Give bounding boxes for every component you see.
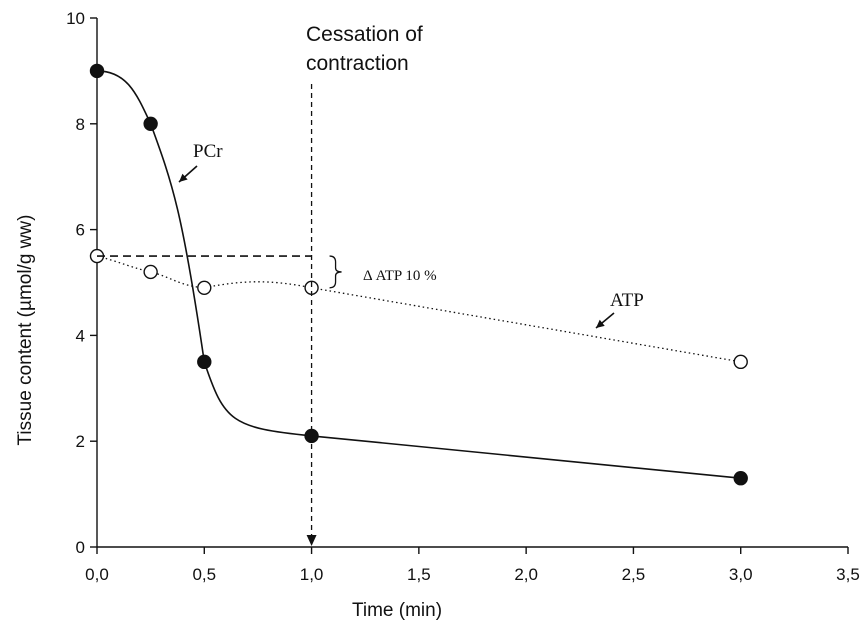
x-tick-label: 2,0 bbox=[514, 565, 538, 584]
x-tick-label: 1,5 bbox=[407, 565, 431, 584]
axes: 0 2 4 6 8 10 0,0 0,5 1,0 1,5 2,0 2,5 3,0 3,5 bbox=[66, 9, 860, 584]
annotation-layer: Cessation of contraction PCr ATP Δ ATP 1… bbox=[97, 23, 644, 546]
x-tick-label: 2,5 bbox=[622, 565, 646, 584]
x-tick-label: 0,0 bbox=[85, 565, 109, 584]
x-tick-label: 1,0 bbox=[300, 565, 324, 584]
pcr-label: PCr bbox=[193, 141, 223, 162]
series-line-1 bbox=[96, 255, 741, 363]
x-tick-label: 0,5 bbox=[192, 565, 216, 584]
series-1-point bbox=[733, 354, 748, 370]
y-tick-label: 4 bbox=[76, 326, 85, 345]
cessation-arrowhead bbox=[306, 535, 317, 546]
cessation-label-line2: contraction bbox=[306, 52, 409, 75]
y-ticks: 0 2 4 6 8 10 bbox=[66, 9, 97, 557]
series-layer bbox=[89, 63, 748, 486]
y-tick-label: 10 bbox=[66, 9, 85, 28]
series-0-point bbox=[733, 471, 748, 486]
y-tick-label: 0 bbox=[76, 538, 85, 557]
delta-atp-brace bbox=[329, 255, 342, 289]
x-tick-label: 3,0 bbox=[729, 565, 753, 584]
pcr-arrow-head bbox=[179, 173, 188, 182]
series-line-0 bbox=[96, 70, 741, 480]
y-tick-label: 2 bbox=[76, 432, 85, 451]
atp-label: ATP bbox=[610, 290, 644, 311]
series-1-point bbox=[143, 264, 158, 280]
delta-atp-label: Δ ATP 10 % bbox=[363, 268, 437, 284]
series-0-point bbox=[89, 63, 105, 79]
series-0-point bbox=[143, 116, 158, 132]
x-axis-title: Time (min) bbox=[352, 600, 442, 621]
y-tick-label: 6 bbox=[76, 221, 85, 240]
x-ticks: 0,0 0,5 1,0 1,5 2,0 2,5 3,0 3,5 bbox=[85, 547, 860, 584]
series-1-point bbox=[197, 280, 212, 295]
y-axis-title: Tissue content (µmol/g ww) bbox=[15, 215, 36, 446]
x-tick-label: 3,5 bbox=[836, 565, 860, 584]
atp-arrow-head bbox=[596, 319, 605, 328]
cessation-label-line1: Cessation of bbox=[306, 23, 423, 46]
y-tick-label: 8 bbox=[76, 115, 85, 134]
series-0-point bbox=[197, 354, 212, 370]
